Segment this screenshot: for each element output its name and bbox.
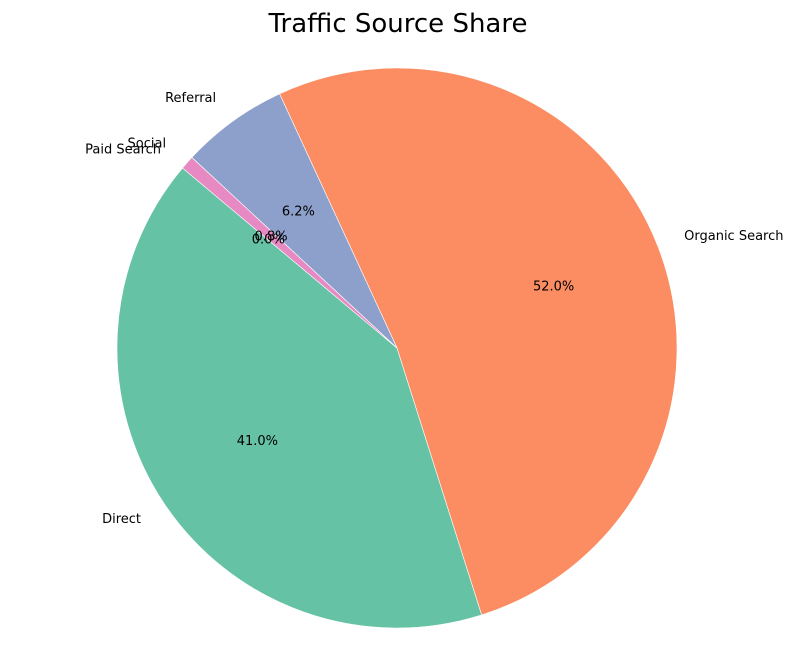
slice-label-referral: Referral <box>165 91 216 106</box>
pie-slices <box>116 67 678 629</box>
slice-label-paid-search: Paid Search <box>85 143 161 158</box>
slice-percent-paid-search: 0.0% <box>252 233 285 248</box>
pie-labels: Direct 41.0% Organic Search 52.0% Referral 6.… <box>85 91 783 527</box>
slice-percent-social: 0.8% <box>255 229 288 244</box>
slice-percent-organic-search: 52.0% <box>533 280 574 295</box>
pie-slice-organic-search <box>279 67 678 616</box>
slice-label-social: Social <box>128 137 167 152</box>
slice-percent-direct: 41.0% <box>237 434 278 449</box>
pie-slice-social <box>182 157 398 349</box>
slice-label-direct: Direct <box>102 512 141 527</box>
slice-label-organic-search: Organic Search <box>684 229 783 244</box>
pie-slice-direct <box>116 167 483 629</box>
chart-title: Traffic Source Share <box>268 9 528 39</box>
slice-percent-referral: 6.2% <box>282 205 315 220</box>
